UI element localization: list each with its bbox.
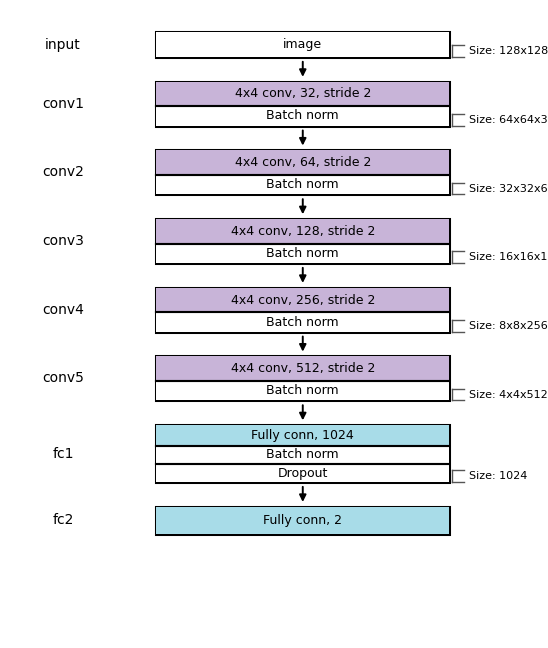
Bar (156, 446, 449, 464)
Bar (156, 219, 449, 263)
Text: Batch norm: Batch norm (266, 247, 339, 260)
Text: 4x4 conv, 64, stride 2: 4x4 conv, 64, stride 2 (235, 156, 371, 169)
Text: Size: 64x64x32: Size: 64x64x32 (469, 115, 548, 125)
Bar (156, 106, 449, 126)
Bar (156, 507, 449, 534)
Text: 4x4 conv, 32, stride 2: 4x4 conv, 32, stride 2 (235, 87, 371, 100)
Bar (156, 356, 449, 400)
Text: Size: 8x8x256: Size: 8x8x256 (469, 321, 547, 331)
Text: fc1: fc1 (52, 446, 74, 461)
Text: Fully conn, 1024: Fully conn, 1024 (252, 429, 354, 442)
Bar (156, 288, 449, 312)
Bar (156, 175, 449, 194)
Bar (156, 150, 449, 194)
Bar (156, 381, 449, 400)
Text: Batch norm: Batch norm (266, 448, 339, 461)
Text: conv2: conv2 (42, 165, 84, 179)
Bar (156, 82, 449, 126)
Text: conv5: conv5 (42, 371, 84, 386)
Text: Batch norm: Batch norm (266, 384, 339, 397)
Text: Size: 4x4x512: Size: 4x4x512 (469, 389, 547, 400)
Text: Size: 1024: Size: 1024 (469, 471, 527, 481)
Text: 4x4 conv, 128, stride 2: 4x4 conv, 128, stride 2 (231, 225, 375, 238)
Bar (156, 425, 449, 482)
Bar (156, 464, 449, 482)
Text: Dropout: Dropout (278, 467, 328, 480)
Bar (156, 425, 449, 446)
Text: input: input (45, 38, 81, 52)
Text: Size: 16x16x128: Size: 16x16x128 (469, 252, 548, 262)
Bar (156, 82, 449, 106)
Bar (156, 507, 449, 534)
Bar (156, 219, 449, 244)
Text: Size: 128x128x1: Size: 128x128x1 (469, 46, 548, 56)
Text: Fully conn, 2: Fully conn, 2 (263, 514, 342, 527)
Text: Batch norm: Batch norm (266, 110, 339, 122)
Text: image: image (283, 38, 322, 51)
Text: Batch norm: Batch norm (266, 178, 339, 191)
Bar (156, 150, 449, 175)
Text: conv3: conv3 (42, 234, 84, 248)
Bar (156, 312, 449, 332)
Text: conv1: conv1 (42, 97, 84, 111)
Text: Size: 32x32x64: Size: 32x32x64 (469, 183, 548, 194)
Bar (156, 32, 449, 57)
Bar (156, 244, 449, 263)
Text: fc2: fc2 (52, 513, 74, 527)
Text: 4x4 conv, 256, stride 2: 4x4 conv, 256, stride 2 (231, 294, 375, 307)
Bar (156, 32, 449, 57)
Bar (156, 288, 449, 332)
Text: 4x4 conv, 512, stride 2: 4x4 conv, 512, stride 2 (231, 362, 375, 375)
Text: Batch norm: Batch norm (266, 316, 339, 329)
Bar (156, 356, 449, 381)
Text: conv4: conv4 (42, 303, 84, 317)
